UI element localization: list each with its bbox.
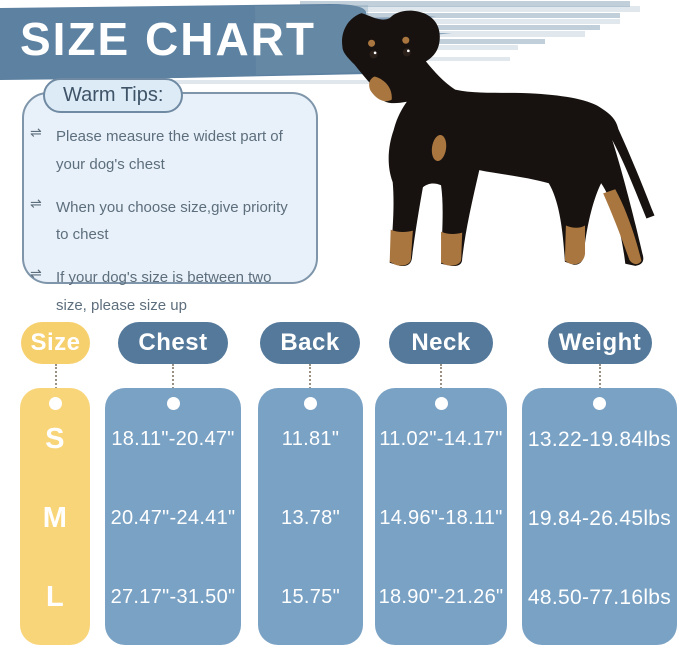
tip-bullet-icon: ⇌	[30, 266, 42, 282]
column-header-neck: Neck	[389, 322, 493, 364]
value-cell: 15.75"	[281, 586, 340, 608]
value-cell: 27.17"-31.50"	[110, 586, 236, 608]
tag-hole	[434, 397, 448, 410]
tip-text: When you choose size,give priority to ch…	[56, 198, 288, 244]
tag-column-size: S M L	[20, 388, 90, 645]
tag-column-neck: 11.02"-14.17" 14.96"-18.11" 18.90"-21.26…	[375, 388, 507, 645]
value-cell: 20.47"-24.41"	[110, 507, 236, 529]
value-cell: 11.81"	[281, 428, 340, 450]
column-header-size: Size	[21, 322, 90, 364]
tip-bullet-icon: ⇌	[30, 125, 42, 141]
tag-column-weight: 13.22-19.84lbs 19.84-26.45lbs 48.50-77.1…	[522, 388, 677, 645]
tag-hole	[593, 397, 606, 410]
size-cell: S	[45, 423, 65, 455]
page-title: SIZE CHART	[20, 13, 316, 65]
tag-column-chest: 18.11"-20.47" 20.47"-24.41" 27.17"-31.50…	[105, 388, 241, 645]
size-cell: M	[42, 502, 68, 534]
tag-hole	[304, 397, 317, 410]
value-cell: 18.11"-20.47"	[111, 428, 235, 450]
value-cell: 18.90"-21.26"	[378, 586, 504, 608]
size-cell: L	[45, 581, 64, 613]
tip-item: ⇌ If your dog's size is between two size…	[30, 264, 302, 320]
tip-item: ⇌ When you choose size,give priority to …	[30, 194, 302, 250]
tag-hole	[48, 397, 62, 410]
value-cell: 13.22-19.84lbs	[527, 427, 672, 451]
warm-tips-list: ⇌ Please measure the widest part of your…	[30, 123, 302, 335]
connector-line	[599, 364, 601, 400]
column-header-back: Back	[260, 322, 360, 364]
tip-text: Please measure the widest part of your d…	[56, 128, 283, 173]
value-cell: 14.96"-18.11"	[379, 507, 503, 529]
connector-line	[309, 364, 311, 400]
connector-line	[172, 364, 174, 400]
column-header-chest: Chest	[118, 322, 228, 364]
tag-column-back: 11.81" 13.78" 15.75"	[258, 388, 363, 645]
value-cell: 19.84-26.45lbs	[527, 506, 672, 530]
connector-line	[440, 364, 442, 400]
dog-photo	[342, 10, 655, 267]
warm-tips-title: Warm Tips:	[43, 78, 184, 113]
tip-bullet-icon: ⇌	[30, 195, 42, 212]
value-cell: 13.78"	[281, 507, 340, 529]
tag-hole	[166, 397, 180, 410]
connector-line	[55, 364, 57, 400]
value-cell: 11.02"-14.17"	[379, 428, 503, 450]
column-header-weight: Weight	[548, 322, 652, 364]
value-cell: 48.50-77.16lbs	[527, 585, 672, 609]
tip-text: If your dog's size is between two size, …	[56, 269, 272, 314]
tip-item: ⇌ Please measure the widest part of your…	[30, 123, 302, 179]
warm-tips-box	[22, 92, 318, 284]
